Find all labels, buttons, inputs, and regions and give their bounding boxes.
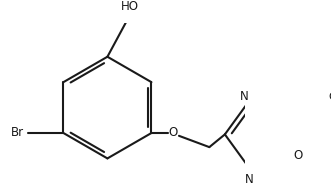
Text: O: O [168,126,177,140]
Text: N: N [240,90,249,103]
Text: Br: Br [11,126,24,140]
Text: N: N [245,173,254,186]
Text: CH₃: CH₃ [328,92,331,102]
Text: O: O [293,149,302,162]
Text: HO: HO [121,0,139,13]
